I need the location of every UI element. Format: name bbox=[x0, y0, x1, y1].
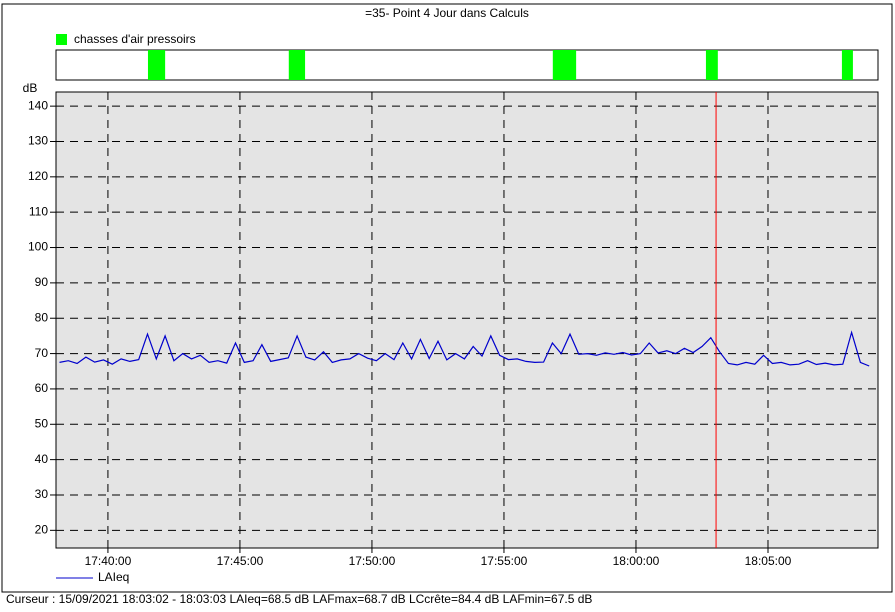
chart-title: =35- Point 4 Jour dans Calculs bbox=[365, 6, 529, 20]
y-tick-label: 50 bbox=[35, 416, 49, 430]
y-tick-label: 30 bbox=[35, 487, 49, 501]
x-tick-label: 17:50:00 bbox=[349, 554, 396, 568]
event-band bbox=[552, 50, 577, 80]
y-tick-label: 20 bbox=[35, 522, 49, 536]
y-tick-label: 130 bbox=[28, 134, 48, 148]
x-tick-label: 17:55:00 bbox=[481, 554, 528, 568]
y-tick-label: 80 bbox=[35, 310, 49, 324]
x-tick-label: 17:45:00 bbox=[217, 554, 264, 568]
y-tick-label: 40 bbox=[35, 452, 49, 466]
y-tick-label: 70 bbox=[35, 346, 49, 360]
event-band bbox=[147, 50, 166, 80]
y-tick-label: 120 bbox=[28, 169, 48, 183]
cursor-readout: Curseur : 15/09/2021 18:03:02 - 18:03:03… bbox=[6, 592, 592, 606]
series-line bbox=[59, 330, 870, 367]
event-band bbox=[288, 50, 306, 80]
y-tick-label: 100 bbox=[28, 240, 48, 254]
y-tick-label: 140 bbox=[28, 98, 48, 112]
x-tick-label: 18:00:00 bbox=[613, 554, 660, 568]
y-tick-label: 60 bbox=[35, 381, 49, 395]
legend-swatch bbox=[56, 34, 67, 45]
event-band bbox=[841, 50, 853, 80]
event-band bbox=[705, 50, 718, 80]
event-strip bbox=[55, 49, 879, 81]
y-tick-label: 90 bbox=[35, 275, 49, 289]
legend-label: LAIeq bbox=[98, 570, 129, 584]
plot-area bbox=[55, 91, 879, 549]
legend-label: chasses d'air pressoirs bbox=[74, 32, 196, 46]
y-axis-label: dB bbox=[23, 81, 38, 95]
x-tick-label: 17:40:00 bbox=[85, 554, 132, 568]
x-tick-label: 18:05:00 bbox=[745, 554, 792, 568]
y-tick-label: 110 bbox=[29, 204, 48, 218]
